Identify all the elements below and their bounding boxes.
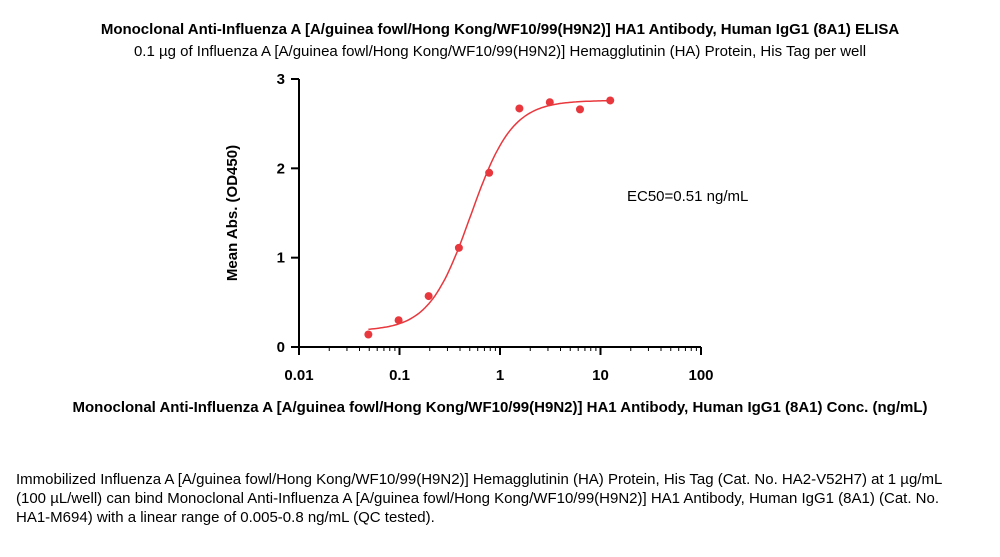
data-point — [606, 96, 615, 105]
data-point — [485, 168, 494, 177]
y-axis-label: Mean Abs. (OD450) — [224, 145, 241, 281]
x-axis-label: Monoclonal Anti-Influenza A [A/guinea fo… — [72, 399, 928, 416]
chart-axes — [291, 78, 702, 355]
fit-curve — [368, 99, 611, 330]
data-point — [454, 243, 463, 252]
y-tick-label: 0 — [277, 339, 285, 356]
data-point — [394, 316, 403, 325]
ec50-annotation: EC50=0.51 ng/mL — [627, 188, 748, 205]
x-tick-label: 100 — [688, 367, 713, 384]
data-points — [364, 96, 615, 339]
chart-subtitle: 0.1 µg of Influenza A [A/guinea fowl/Hon… — [133, 43, 867, 60]
figure-caption: Immobilized Influenza A [A/guinea fowl/H… — [16, 471, 942, 526]
y-tick-labels: 0 1 2 3 — [277, 71, 285, 356]
x-tick-label: 10 — [592, 367, 609, 384]
data-point — [424, 292, 433, 301]
x-tick-label: 1 — [496, 367, 504, 384]
data-point — [515, 104, 524, 113]
data-point — [545, 98, 554, 107]
x-tick-label: 0.1 — [389, 367, 410, 384]
x-tick-label: 0.01 — [284, 367, 313, 384]
elisa-chart: 0.01 0.1 1 10 100 0 1 2 3 Mean Abs. (OD450) EC5… — [224, 71, 748, 384]
data-point — [575, 105, 584, 114]
data-point — [364, 330, 373, 339]
y-tick-label: 1 — [277, 250, 285, 267]
chart-title: Monoclonal Anti-Influenza A [A/guinea fo… — [100, 21, 900, 38]
x-tick-labels: 0.01 0.1 1 10 100 — [284, 367, 713, 384]
y-tick-label: 2 — [277, 160, 285, 177]
y-tick-label: 3 — [277, 71, 285, 88]
